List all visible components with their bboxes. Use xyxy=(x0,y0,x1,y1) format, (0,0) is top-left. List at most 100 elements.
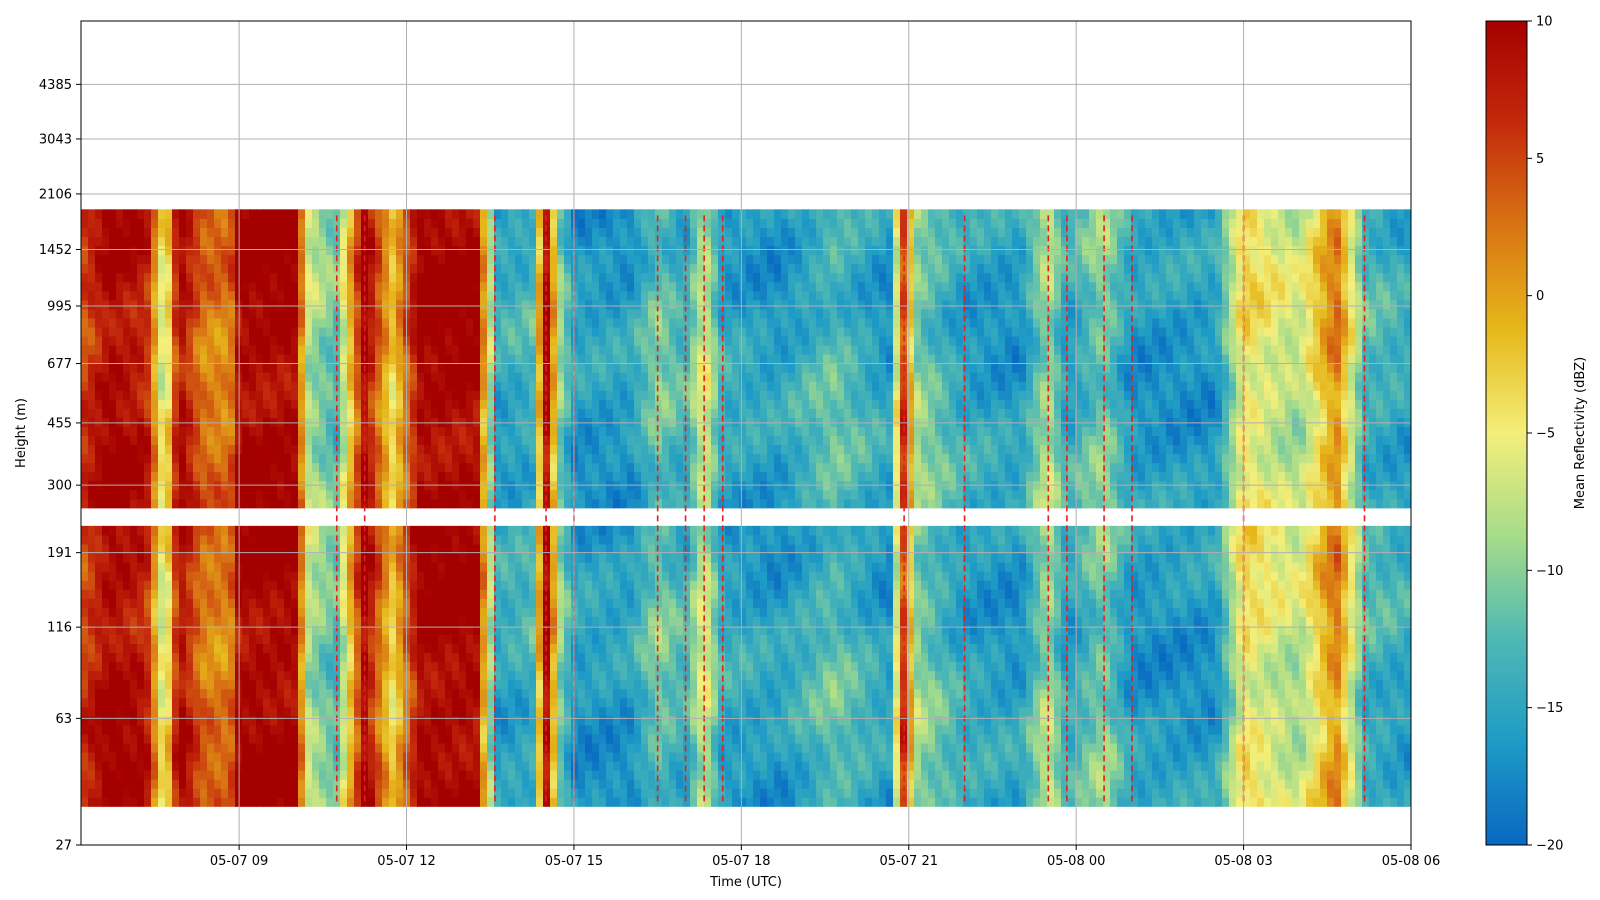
heatmap-cell xyxy=(375,489,383,500)
heatmap-cell xyxy=(550,209,558,219)
heatmap-cell xyxy=(102,625,110,635)
heatmap-cell xyxy=(214,344,222,355)
heatmap-cell xyxy=(270,543,278,554)
heatmap-cell xyxy=(599,770,607,780)
heatmap-cell xyxy=(249,444,257,455)
heatmap-cell xyxy=(578,589,586,599)
heatmap-cell xyxy=(396,471,404,482)
heatmap-cell xyxy=(389,317,397,328)
heatmap-cell xyxy=(228,281,236,292)
heatmap-cell xyxy=(88,788,96,798)
heatmap-cell xyxy=(354,354,362,364)
heatmap-cell xyxy=(529,335,537,346)
heatmap-cell xyxy=(116,616,124,626)
heatmap-cell xyxy=(417,381,425,391)
heatmap-cell xyxy=(396,354,404,364)
heatmap-cell xyxy=(200,580,208,590)
heatmap-cell xyxy=(396,290,404,301)
heatmap-cell xyxy=(438,344,446,355)
heatmap-cell xyxy=(228,697,236,708)
heatmap-cell xyxy=(228,317,236,328)
heatmap-cell xyxy=(522,209,530,219)
heatmap-cell xyxy=(459,525,467,536)
heatmap-cell xyxy=(592,245,600,256)
heatmap-cell xyxy=(340,788,348,798)
heatmap-cell xyxy=(396,209,404,219)
heatmap-cell xyxy=(158,299,166,310)
heatmap-cell xyxy=(312,236,320,247)
heatmap-cell xyxy=(340,733,348,744)
heatmap-cell xyxy=(116,209,124,219)
heatmap-cell xyxy=(144,417,152,427)
heatmap-cell xyxy=(375,462,383,473)
heatmap-cell xyxy=(382,335,390,346)
heatmap-cell xyxy=(172,652,180,663)
heatmap-cell xyxy=(270,562,278,572)
heatmap-cell xyxy=(214,426,222,437)
heatmap-cell xyxy=(158,589,166,599)
heatmap-cell xyxy=(522,751,530,762)
heatmap-cell xyxy=(599,543,607,554)
heatmap-cell xyxy=(354,290,362,301)
heatmap-cell xyxy=(200,390,208,400)
heatmap-cell xyxy=(291,227,299,238)
heatmap-cell xyxy=(277,381,285,391)
heatmap-cell xyxy=(284,326,292,337)
heatmap-cell xyxy=(522,679,530,690)
heatmap-cell xyxy=(319,326,327,337)
heatmap-cell xyxy=(515,607,523,617)
heatmap-cell xyxy=(326,372,334,382)
heatmap-cell xyxy=(606,408,614,418)
heatmap-cell xyxy=(179,670,187,681)
heatmap-cell xyxy=(319,552,327,563)
heatmap-cell xyxy=(452,417,460,427)
heatmap-cell xyxy=(522,661,530,672)
heatmap-cell xyxy=(410,236,418,247)
heatmap-cell xyxy=(200,354,208,364)
heatmap-cell xyxy=(179,562,187,572)
heatmap-cell xyxy=(424,308,432,319)
heatmap-cell xyxy=(207,770,215,780)
heatmap-cell xyxy=(606,724,614,735)
heatmap-cell xyxy=(459,227,467,238)
heatmap-cell xyxy=(382,272,390,283)
heatmap-cell xyxy=(452,218,460,229)
heatmap-cell xyxy=(249,236,257,247)
heatmap-cell xyxy=(571,390,579,400)
heatmap-cell xyxy=(263,706,271,717)
heatmap-cell xyxy=(585,598,593,608)
heatmap-cell xyxy=(151,706,159,717)
heatmap-cell xyxy=(396,598,404,608)
heatmap-cell xyxy=(200,679,208,690)
heatmap-cell xyxy=(508,489,516,500)
heatmap-cell xyxy=(123,417,131,427)
heatmap-cell xyxy=(501,679,509,690)
heatmap-cell xyxy=(298,227,306,238)
heatmap-cell xyxy=(326,263,334,274)
heatmap-cell xyxy=(277,697,285,708)
heatmap-cell xyxy=(550,372,558,382)
heatmap-cell xyxy=(291,742,299,753)
heatmap-cell xyxy=(613,751,621,762)
heatmap-cell xyxy=(207,354,215,364)
heatmap-cell xyxy=(599,453,607,464)
heatmap-cell xyxy=(249,462,257,473)
heatmap-cell xyxy=(564,317,572,328)
heatmap-cell xyxy=(620,209,628,219)
heatmap-cell xyxy=(340,381,348,391)
heatmap-cell xyxy=(515,344,523,355)
heatmap-cell xyxy=(606,354,614,364)
heatmap-cell xyxy=(515,254,523,265)
heatmap-cell xyxy=(228,598,236,608)
heatmap-cell xyxy=(298,733,306,744)
heatmap-cell xyxy=(599,751,607,762)
heatmap-cell xyxy=(431,625,439,635)
heatmap-cell xyxy=(522,372,530,382)
heatmap-cell xyxy=(508,770,516,780)
heatmap-cell xyxy=(81,254,89,265)
heatmap-cell xyxy=(221,308,229,319)
heatmap-cell xyxy=(158,489,166,500)
heatmap-cell xyxy=(116,706,124,717)
heatmap-cell xyxy=(536,390,544,400)
heatmap-cell xyxy=(557,652,565,663)
